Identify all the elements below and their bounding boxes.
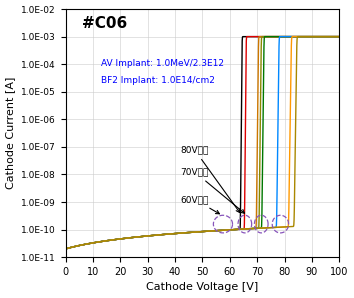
Y-axis label: Cathode Current [A]: Cathode Current [A] [6, 77, 16, 189]
Text: BF2 Implant: 1.0E14/cm2: BF2 Implant: 1.0E14/cm2 [101, 76, 215, 85]
X-axis label: Cathode Voltage [V]: Cathode Voltage [V] [146, 283, 258, 292]
Text: 60V이하: 60V이하 [181, 195, 219, 214]
Text: #C06: #C06 [82, 16, 127, 32]
Text: 70V이하: 70V이하 [181, 167, 245, 213]
Text: 80V이하: 80V이하 [181, 145, 240, 212]
Text: AV Implant: 1.0MeV/2.3E12: AV Implant: 1.0MeV/2.3E12 [101, 59, 224, 68]
